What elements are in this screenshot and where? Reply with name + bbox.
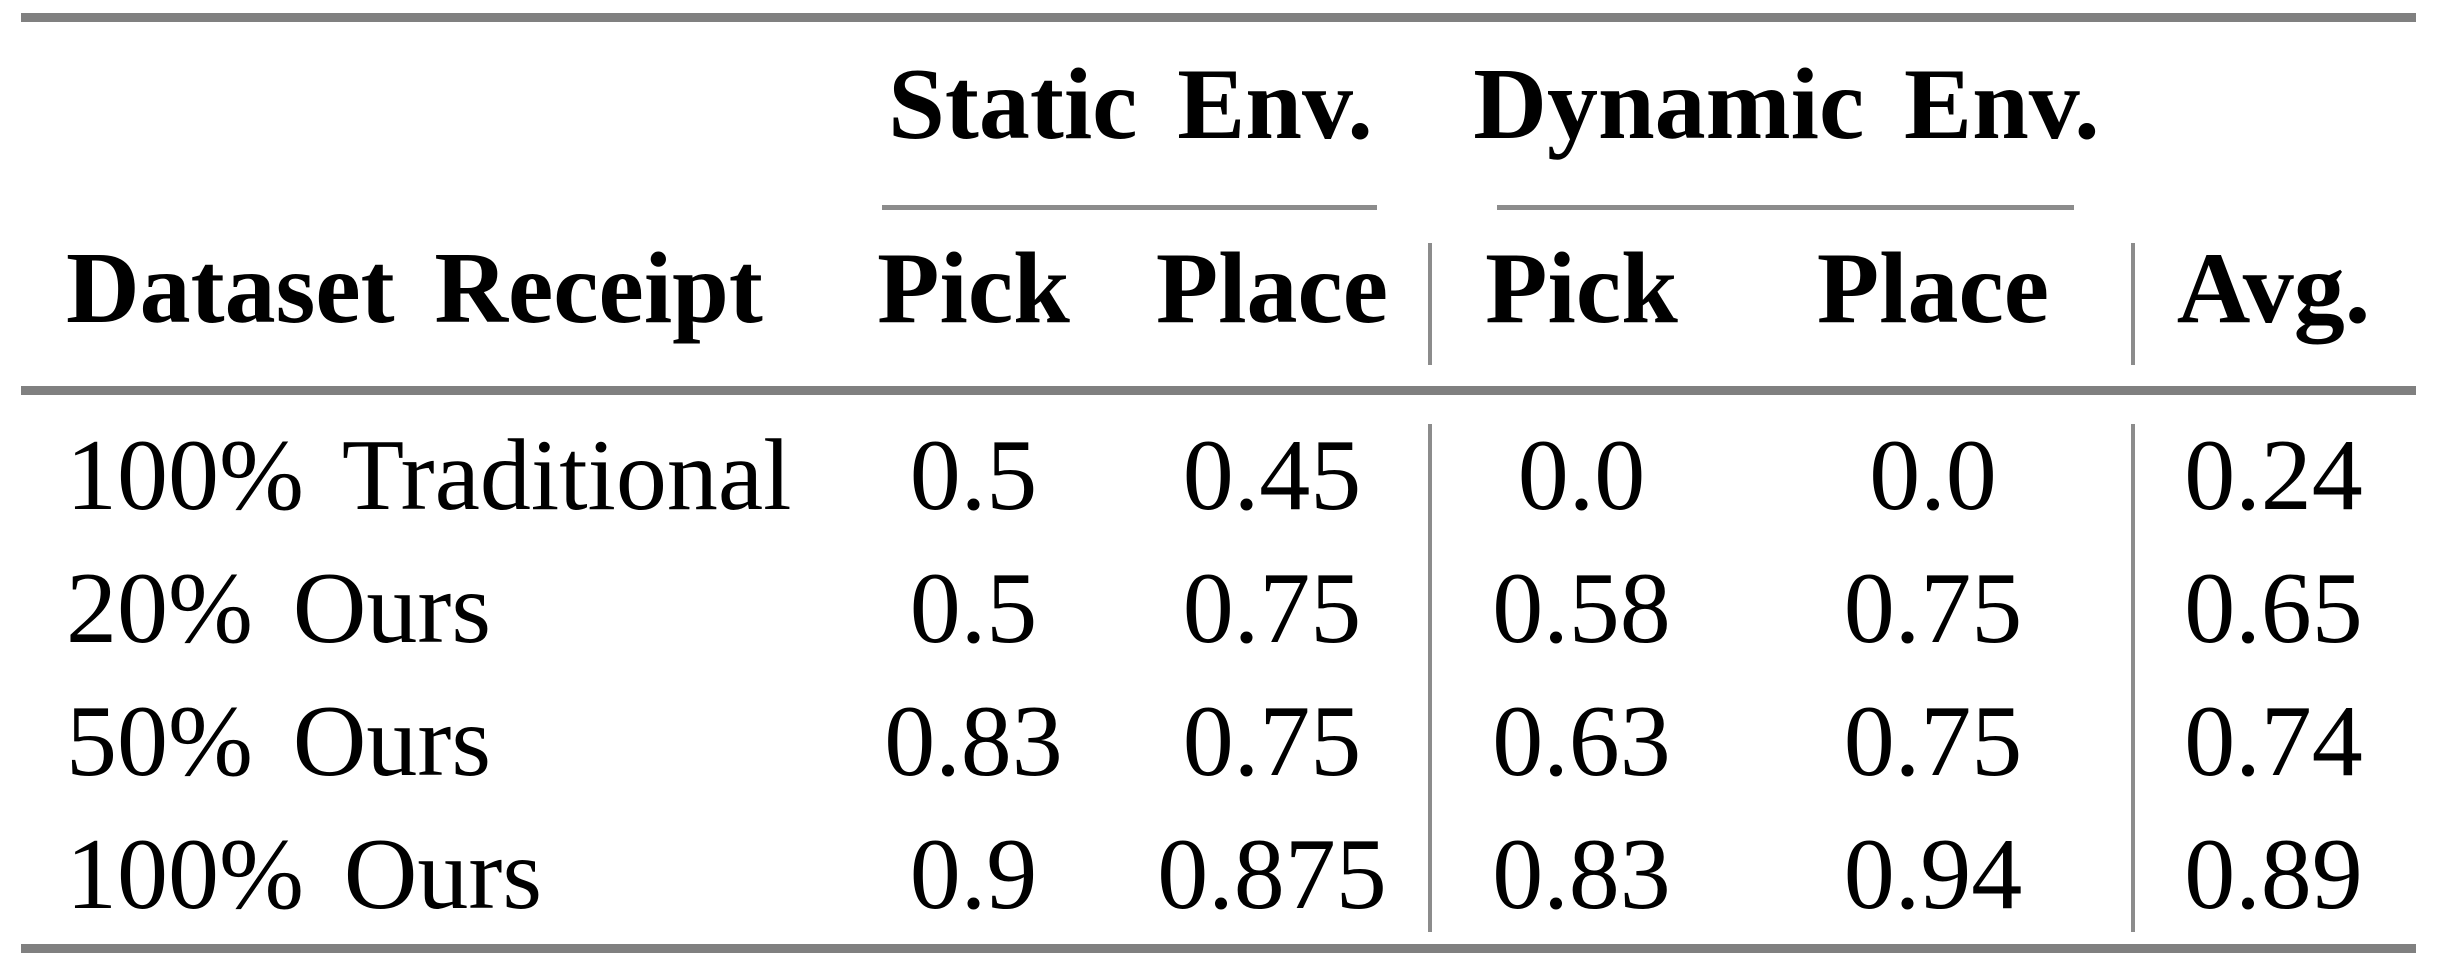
cell-static-pick: 0.9: [909, 818, 1038, 931]
cell-avg: 0.65: [2184, 552, 2363, 665]
cell-avg: 0.89: [2184, 818, 2363, 931]
static-group-underline: [882, 205, 1377, 210]
cell-static-pick: 0.83: [884, 685, 1063, 798]
cell-static-place: 0.875: [1157, 818, 1387, 931]
cell-avg: 0.74: [2184, 685, 2363, 798]
cell-dynamic-place: 0.75: [1843, 685, 2023, 798]
table-row: 50% Ours 0.83 0.75 0.63 0.75 0.74: [22, 691, 2416, 793]
header-dataset-receipt: Dataset Receipt: [66, 232, 763, 345]
header-row: Dataset Receipt Pick Place Pick Place Av…: [22, 238, 2416, 340]
header-dynamic-pick: Pick: [1485, 232, 1678, 345]
vertical-divider-static-dynamic-body: [1428, 424, 1432, 932]
cell-dynamic-place: 0.94: [1843, 818, 2023, 931]
cell-dynamic-pick: 0.0: [1517, 419, 1646, 532]
column-group-static-env: Static Env.: [888, 48, 1373, 161]
cell-static-pick: 0.5: [909, 552, 1038, 665]
vertical-divider-avg-body: [2131, 424, 2135, 932]
table-row: 100% Traditional 0.5 0.45 0.0 0.0 0.24: [22, 425, 2416, 527]
header-static-pick: Pick: [877, 232, 1070, 345]
header-static-place: Place: [1155, 232, 1389, 345]
row-label: 50% Ours: [66, 685, 492, 798]
table-row: 20% Ours 0.5 0.75 0.58 0.75 0.65: [22, 558, 2416, 660]
cell-static-place: 0.75: [1182, 552, 1362, 665]
row-label: 20% Ours: [66, 552, 492, 665]
header-dynamic-place: Place: [1816, 232, 2050, 345]
header-separator-rule: [21, 386, 2416, 395]
cell-dynamic-pick: 0.83: [1492, 818, 1671, 931]
vertical-divider-static-dynamic-header: [1428, 243, 1432, 365]
table-row: 100% Ours 0.9 0.875 0.83 0.94 0.89: [22, 824, 2416, 926]
column-group-dynamic-env: Dynamic Env.: [1473, 48, 2100, 161]
cell-dynamic-place: 0.75: [1843, 552, 2023, 665]
vertical-divider-avg-header: [2131, 243, 2135, 365]
header-avg: Avg.: [2176, 232, 2371, 345]
row-label: 100% Traditional: [66, 419, 792, 532]
dynamic-group-underline: [1497, 205, 2074, 210]
cell-static-place: 0.45: [1182, 419, 1362, 532]
top-rule: [21, 13, 2416, 22]
cell-static-place: 0.75: [1182, 685, 1362, 798]
cell-dynamic-pick: 0.63: [1492, 685, 1671, 798]
bottom-rule: [21, 944, 2416, 953]
row-label: 100% Ours: [66, 818, 543, 931]
cell-static-pick: 0.5: [909, 419, 1038, 532]
cell-dynamic-place: 0.0: [1869, 419, 1997, 532]
cell-avg: 0.24: [2184, 419, 2363, 532]
cell-dynamic-pick: 0.58: [1492, 552, 1671, 665]
